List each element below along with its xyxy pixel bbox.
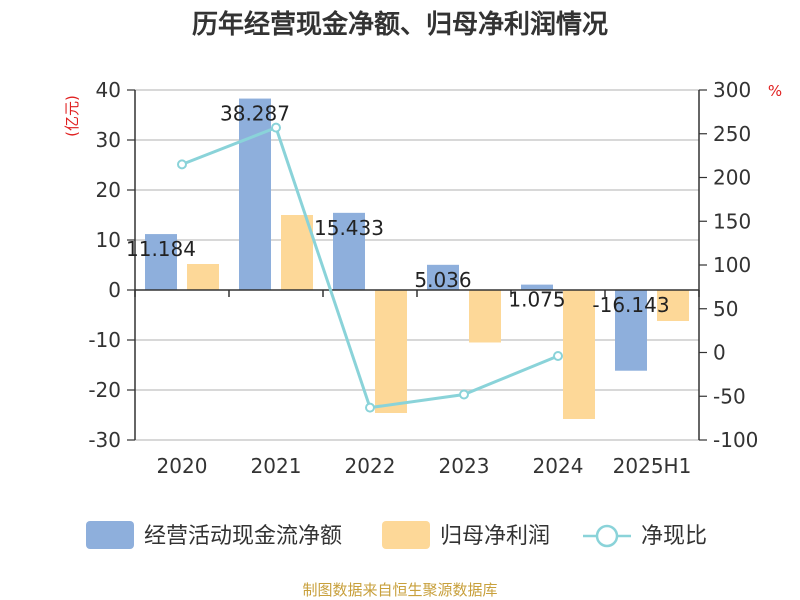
ratio-line (181, 125, 559, 410)
right-tick-label: 150 (713, 209, 751, 233)
left-tick-label: 20 (96, 178, 121, 202)
ratio-point (459, 389, 469, 400)
data-labels: 11.184 38.287 15.433 5.036 1.075 -16.143 (126, 102, 670, 317)
left-tick-label: 40 (96, 78, 121, 102)
category-label: 2024 (533, 454, 584, 478)
left-tick-label: 10 (96, 228, 121, 252)
right-tick-label: -100 (713, 428, 758, 452)
data-label-cashflow: 1.075 (508, 288, 565, 312)
bar-cashflow-2021 (239, 98, 271, 290)
ratio-line-series (177, 122, 563, 413)
category-label: 2021 (251, 454, 302, 478)
left-axis-ticks: 40 30 20 10 0 -10 -20 -30 (88, 78, 135, 452)
category-label: 2020 (157, 454, 208, 478)
right-tick-label: -50 (713, 384, 746, 408)
right-tick-label: 200 (713, 166, 751, 190)
bar-net-profit-2021 (281, 215, 313, 290)
data-label-cashflow: 38.287 (220, 102, 290, 126)
left-axis-unit: (亿元) (63, 95, 81, 137)
left-tick-label: -10 (88, 328, 121, 352)
right-axis-ticks: 300 250 200 150 100 50 0 -50 -100 (699, 78, 758, 452)
legend-marker-ratio (595, 524, 619, 548)
ratio-point (365, 402, 375, 413)
bar-net-profit-2020 (187, 264, 219, 290)
ratio-point (271, 122, 281, 133)
left-tick-label: 30 (96, 128, 121, 152)
ratio-point (177, 159, 187, 170)
bar-net-profit-2023 (469, 290, 501, 343)
category-label: 2023 (439, 454, 490, 478)
legend-label-cashflow: 经营活动现金流净额 (144, 524, 342, 549)
chart-title: 历年经营现金净额、归母净利润情况 (192, 9, 608, 40)
bar-net-profit-2022 (375, 290, 407, 413)
category-labels: 2020 2021 2022 2023 2024 2025H1 (157, 454, 692, 478)
legend-swatch-net-profit (382, 521, 430, 549)
right-tick-label: 100 (713, 253, 751, 277)
data-label-cashflow: 11.184 (126, 237, 196, 261)
left-tick-label: -20 (88, 378, 121, 402)
bar-cashflow-2022 (333, 212, 365, 290)
bar-cashflow-2020 (145, 234, 177, 290)
category-label: 2022 (345, 454, 396, 478)
category-label: 2025H1 (613, 454, 692, 478)
legend-label-ratio: 净现比 (641, 524, 707, 549)
bar-net-profit-2024 (563, 290, 595, 419)
ratio-point (553, 351, 563, 361)
right-tick-label: 300 (713, 78, 751, 102)
gridlines (135, 89, 699, 441)
right-axis-unit: % (768, 82, 782, 100)
legend: 经营活动现金流净额 归母净利润 净现比 (86, 521, 707, 549)
data-label-cashflow: 15.433 (314, 216, 384, 240)
source-note: 制图数据来自恒生聚源数据库 (302, 581, 497, 599)
bar-cashflow-2025H1 (615, 290, 647, 371)
right-tick-label: 50 (713, 297, 738, 321)
legend-swatch-cashflow (86, 521, 134, 549)
axes (134, 90, 700, 440)
bar-cashflow-2024 (521, 284, 553, 290)
data-label-cashflow: 5.036 (414, 268, 471, 292)
left-tick-label: 0 (108, 278, 121, 302)
bar-series (145, 98, 689, 419)
bar-net-profit-2025H1 (657, 290, 689, 321)
right-tick-label: 0 (713, 341, 726, 365)
left-tick-label: -30 (88, 428, 121, 452)
legend-label-net-profit: 归母净利润 (440, 524, 550, 549)
data-label-cashflow: -16.143 (592, 293, 669, 317)
bar-cashflow-2023 (427, 264, 459, 290)
right-tick-label: 250 (713, 122, 751, 146)
